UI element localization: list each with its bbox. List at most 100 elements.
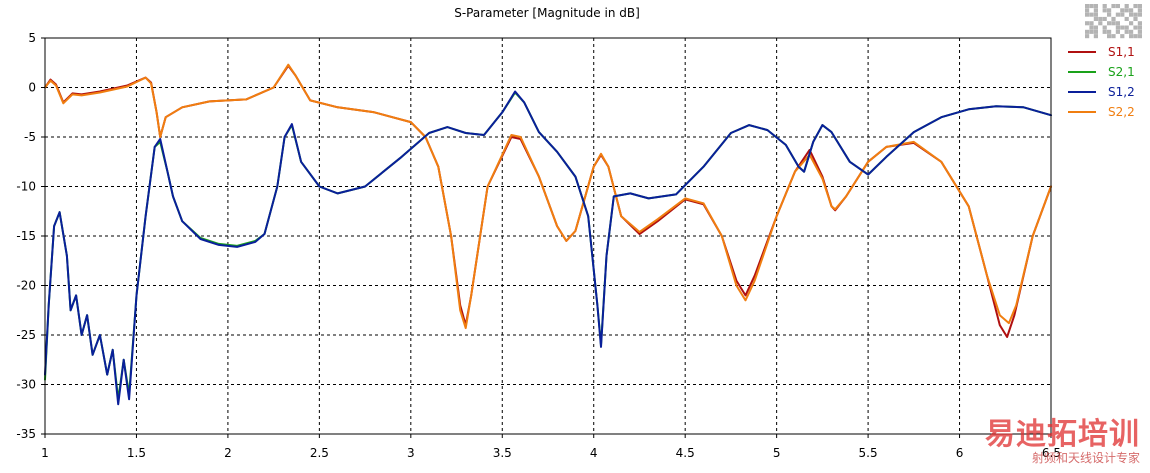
qr-code-graphic bbox=[1085, 4, 1142, 39]
qr-module bbox=[1089, 12, 1094, 17]
qr-module bbox=[1115, 4, 1120, 9]
series-line-s2-1 bbox=[44, 91, 1052, 401]
qr-module bbox=[1129, 8, 1134, 13]
qr-module bbox=[1089, 29, 1094, 34]
legend-label: S2,1 bbox=[1108, 65, 1135, 79]
x-tick-label: 1 bbox=[41, 446, 49, 460]
qr-module bbox=[1085, 21, 1090, 26]
qr-code-image bbox=[1083, 3, 1145, 39]
qr-module bbox=[1107, 12, 1112, 17]
x-tick-label: 2.5 bbox=[310, 446, 329, 460]
qr-module bbox=[1085, 29, 1090, 34]
qr-module bbox=[1098, 16, 1103, 21]
qr-module bbox=[1137, 12, 1142, 17]
y-tick-label: 5 bbox=[28, 31, 36, 45]
x-axis-ticks: 1 1.5 2 2.5 3 3.5 4 4.5 5 5.5 6 6.5 bbox=[41, 434, 1061, 460]
legend-label: S1,2 bbox=[1108, 85, 1135, 99]
qr-module bbox=[1107, 34, 1112, 39]
x-tick-label: 1.5 bbox=[127, 446, 146, 460]
qr-module bbox=[1129, 29, 1134, 34]
qr-module bbox=[1085, 4, 1090, 9]
qr-module bbox=[1133, 34, 1138, 39]
qr-module bbox=[1124, 25, 1129, 30]
x-tick-label: 3.5 bbox=[493, 446, 512, 460]
qr-module bbox=[1093, 16, 1098, 21]
qr-module bbox=[1137, 29, 1142, 34]
qr-module bbox=[1098, 21, 1103, 26]
chart-title: S-Parameter [Magnitude in dB] bbox=[454, 6, 640, 20]
qr-module bbox=[1093, 4, 1098, 9]
qr-module bbox=[1120, 25, 1125, 30]
y-tick-label: 0 bbox=[28, 81, 36, 95]
legend: S1,1 S2,1 S1,2 S2,2 bbox=[1068, 45, 1135, 119]
qr-module bbox=[1111, 4, 1116, 9]
qr-module bbox=[1093, 34, 1098, 39]
y-tick-label: -30 bbox=[16, 378, 36, 392]
y-tick-label: -5 bbox=[24, 130, 36, 144]
qr-module bbox=[1107, 29, 1112, 34]
qr-module bbox=[1129, 34, 1134, 39]
y-tick-label: -20 bbox=[16, 279, 36, 293]
qr-module bbox=[1137, 4, 1142, 9]
qr-module bbox=[1102, 29, 1107, 34]
qr-module bbox=[1124, 29, 1129, 34]
watermark-logo: 易迪拓培训 射频和天线设计专家 bbox=[985, 417, 1140, 466]
qr-module bbox=[1115, 25, 1120, 30]
qr-module bbox=[1133, 16, 1138, 21]
qr-module bbox=[1102, 25, 1107, 30]
qr-module bbox=[1137, 8, 1142, 13]
qr-module bbox=[1093, 29, 1098, 34]
qr-module bbox=[1124, 4, 1129, 9]
qr-module bbox=[1133, 4, 1138, 9]
legend-label: S1,1 bbox=[1108, 45, 1135, 59]
qr-module bbox=[1133, 12, 1138, 17]
qr-module bbox=[1111, 21, 1116, 26]
qr-module bbox=[1102, 8, 1107, 13]
x-tick-label: 6 bbox=[956, 446, 964, 460]
watermark-main-text: 易迪拓培训 bbox=[985, 417, 1140, 452]
x-tick-label: 5.5 bbox=[859, 446, 878, 460]
qr-module bbox=[1120, 34, 1125, 39]
qr-module bbox=[1120, 12, 1125, 17]
qr-module bbox=[1124, 16, 1129, 21]
qr-module bbox=[1137, 25, 1142, 30]
x-tick-label: 6.5 bbox=[1042, 446, 1061, 460]
qr-module bbox=[1137, 21, 1142, 26]
qr-module bbox=[1133, 25, 1138, 30]
qr-module bbox=[1093, 8, 1098, 13]
legend-label: S2,2 bbox=[1108, 105, 1135, 119]
qr-module bbox=[1120, 8, 1125, 13]
y-tick-label: -10 bbox=[16, 180, 36, 194]
qr-module bbox=[1115, 29, 1120, 34]
qr-module bbox=[1129, 21, 1134, 26]
qr-module bbox=[1093, 25, 1098, 30]
qr-module bbox=[1107, 21, 1112, 26]
y-tick-label: -35 bbox=[16, 427, 36, 441]
x-tick-label: 5 bbox=[773, 446, 781, 460]
series-layer bbox=[44, 63, 1052, 406]
qr-module bbox=[1085, 8, 1090, 13]
y-tick-label: -15 bbox=[16, 229, 36, 243]
qr-module bbox=[1089, 25, 1094, 30]
x-tick-label: 3 bbox=[407, 446, 415, 460]
qr-module bbox=[1085, 34, 1090, 39]
qr-module bbox=[1115, 12, 1120, 17]
qr-module bbox=[1089, 21, 1094, 26]
x-tick-label: 2 bbox=[224, 446, 232, 460]
qr-module bbox=[1102, 16, 1107, 21]
watermark-sub-text: 射频和天线设计专家 bbox=[1031, 451, 1140, 465]
y-axis-ticks: 5 0 -5 -10 -15 -20 -25 -30 -35 bbox=[16, 31, 45, 441]
qr-module bbox=[1129, 12, 1134, 17]
y-tick-label: -25 bbox=[16, 328, 36, 342]
x-tick-label: 4 bbox=[590, 446, 598, 460]
x-tick-label: 4.5 bbox=[676, 446, 695, 460]
qr-module bbox=[1107, 8, 1112, 13]
qr-module bbox=[1093, 12, 1098, 17]
qr-module bbox=[1115, 21, 1120, 26]
qr-module bbox=[1137, 34, 1142, 39]
qr-module bbox=[1111, 34, 1116, 39]
grid-layer bbox=[45, 38, 1051, 434]
qr-module bbox=[1085, 12, 1090, 17]
